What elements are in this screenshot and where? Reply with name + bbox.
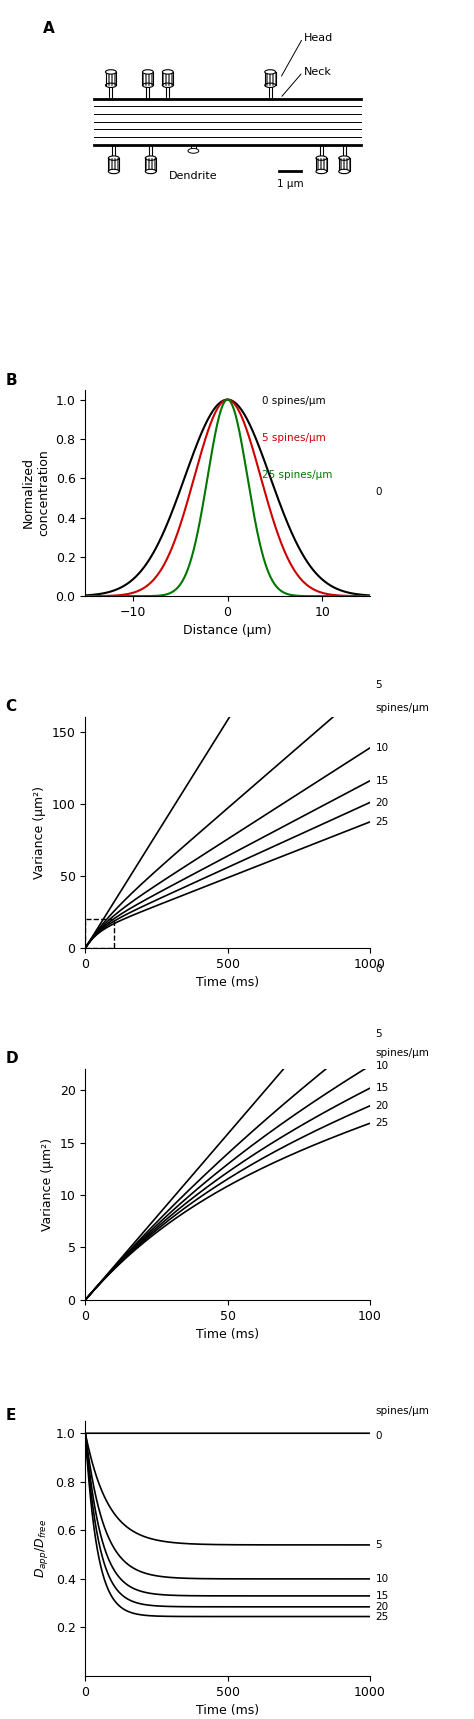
Ellipse shape — [339, 156, 349, 160]
X-axis label: Time (ms): Time (ms) — [196, 1704, 259, 1717]
Text: C: C — [6, 700, 17, 713]
Text: 1 μm: 1 μm — [277, 179, 303, 189]
Text: 20: 20 — [375, 798, 389, 808]
Text: 10: 10 — [375, 1061, 389, 1071]
Text: 20: 20 — [375, 1602, 389, 1612]
Ellipse shape — [163, 83, 173, 88]
Text: spines/μm: spines/μm — [375, 1406, 429, 1416]
Ellipse shape — [265, 70, 275, 74]
Bar — [109, 86, 112, 98]
Text: 15: 15 — [375, 1083, 389, 1093]
Ellipse shape — [106, 70, 116, 74]
Text: Neck: Neck — [304, 67, 332, 77]
Ellipse shape — [163, 70, 173, 74]
X-axis label: Time (ms): Time (ms) — [196, 1329, 259, 1341]
Text: 0: 0 — [375, 964, 382, 973]
X-axis label: Distance (μm): Distance (μm) — [183, 624, 272, 638]
Ellipse shape — [143, 70, 153, 74]
Text: 5: 5 — [375, 1030, 382, 1038]
Ellipse shape — [143, 83, 153, 88]
Text: 0: 0 — [375, 488, 382, 497]
Ellipse shape — [146, 156, 156, 160]
Bar — [146, 86, 149, 98]
Text: 20: 20 — [375, 1100, 389, 1110]
Text: 10: 10 — [375, 1575, 389, 1583]
Text: spines/μm: spines/μm — [375, 1047, 429, 1057]
Text: 5: 5 — [375, 681, 382, 691]
Text: 25: 25 — [375, 817, 389, 827]
Bar — [343, 144, 346, 158]
Text: E: E — [6, 1408, 16, 1423]
Text: 25: 25 — [375, 1611, 389, 1621]
Text: A: A — [43, 21, 55, 36]
Bar — [85, 920, 114, 947]
Y-axis label: Variance (μm²): Variance (μm²) — [41, 1138, 54, 1231]
Text: spines/μm: spines/μm — [375, 703, 429, 713]
Text: Dendrite: Dendrite — [169, 172, 218, 180]
Text: 25: 25 — [375, 1119, 389, 1128]
Y-axis label: Normalized
concentration: Normalized concentration — [22, 450, 50, 536]
Bar — [112, 144, 115, 158]
Y-axis label: $D_{app}/D_{free}$: $D_{app}/D_{free}$ — [33, 1520, 50, 1578]
Text: 5 spines/μm: 5 spines/μm — [262, 433, 325, 444]
Y-axis label: Variance (μm²): Variance (μm²) — [33, 786, 46, 878]
Text: Head: Head — [304, 33, 334, 43]
Ellipse shape — [316, 156, 327, 160]
Ellipse shape — [339, 168, 349, 174]
Bar — [166, 86, 169, 98]
Text: 15: 15 — [375, 1590, 389, 1600]
Ellipse shape — [109, 168, 119, 174]
Text: 0: 0 — [375, 1432, 382, 1441]
Ellipse shape — [316, 168, 327, 174]
Ellipse shape — [188, 148, 199, 153]
Text: 10: 10 — [375, 743, 389, 753]
Text: 5: 5 — [375, 1540, 382, 1551]
Bar — [320, 144, 323, 158]
Ellipse shape — [106, 83, 116, 88]
Bar — [269, 86, 272, 98]
Ellipse shape — [265, 83, 275, 88]
Ellipse shape — [109, 156, 119, 160]
Text: 25 spines/μm: 25 spines/μm — [262, 471, 332, 480]
Text: B: B — [6, 373, 18, 388]
Bar — [149, 144, 152, 158]
Text: 15: 15 — [375, 775, 389, 786]
X-axis label: Time (ms): Time (ms) — [196, 976, 259, 990]
Text: D: D — [6, 1050, 18, 1066]
Ellipse shape — [146, 168, 156, 174]
Text: 0 spines/μm: 0 spines/μm — [262, 395, 325, 406]
